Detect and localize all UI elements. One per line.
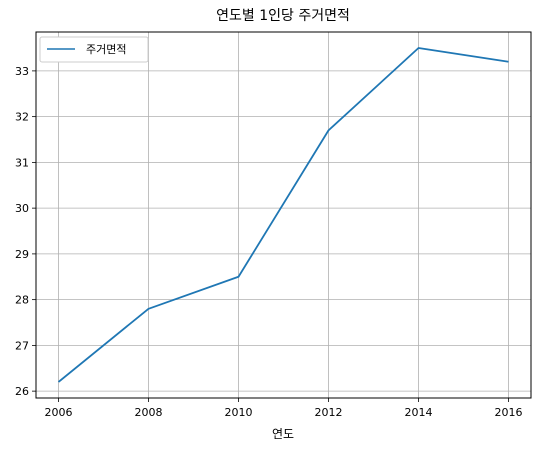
x-tick-label: 2016 — [495, 406, 523, 419]
x-tick-label: 2012 — [315, 406, 343, 419]
y-axis: 26 27 28 29 30 31 32 33 — [15, 65, 36, 398]
legend-entry-label: 주거면적 — [86, 43, 126, 56]
x-tick-label: 2006 — [45, 406, 73, 419]
legend: 주거면적 — [39, 36, 149, 63]
y-tick-label: 32 — [15, 111, 29, 124]
series-layer — [57, 47, 509, 383]
x-axis: 2006 2008 2010 2012 2014 2016 — [45, 398, 523, 419]
y-tick-label: 29 — [15, 248, 29, 261]
grid-lines — [36, 32, 531, 398]
plot-frame — [35, 31, 532, 399]
y-tick-label: 30 — [15, 202, 29, 215]
chart-title: 연도별 1인당 주거면적 — [216, 8, 350, 24]
y-tick-label: 27 — [15, 339, 29, 352]
y-tick-label: 28 — [15, 294, 29, 307]
x-tick-label: 2010 — [225, 406, 253, 419]
y-tick-label: 26 — [15, 385, 29, 398]
x-tick-label: 2008 — [135, 406, 163, 419]
legend-box — [39, 36, 149, 63]
y-tick-label: 31 — [15, 156, 29, 169]
x-axis-label: 연도 — [272, 427, 294, 441]
y-tick-label: 33 — [15, 65, 29, 78]
x-tick-label: 2014 — [405, 406, 433, 419]
series-line — [57, 47, 509, 383]
